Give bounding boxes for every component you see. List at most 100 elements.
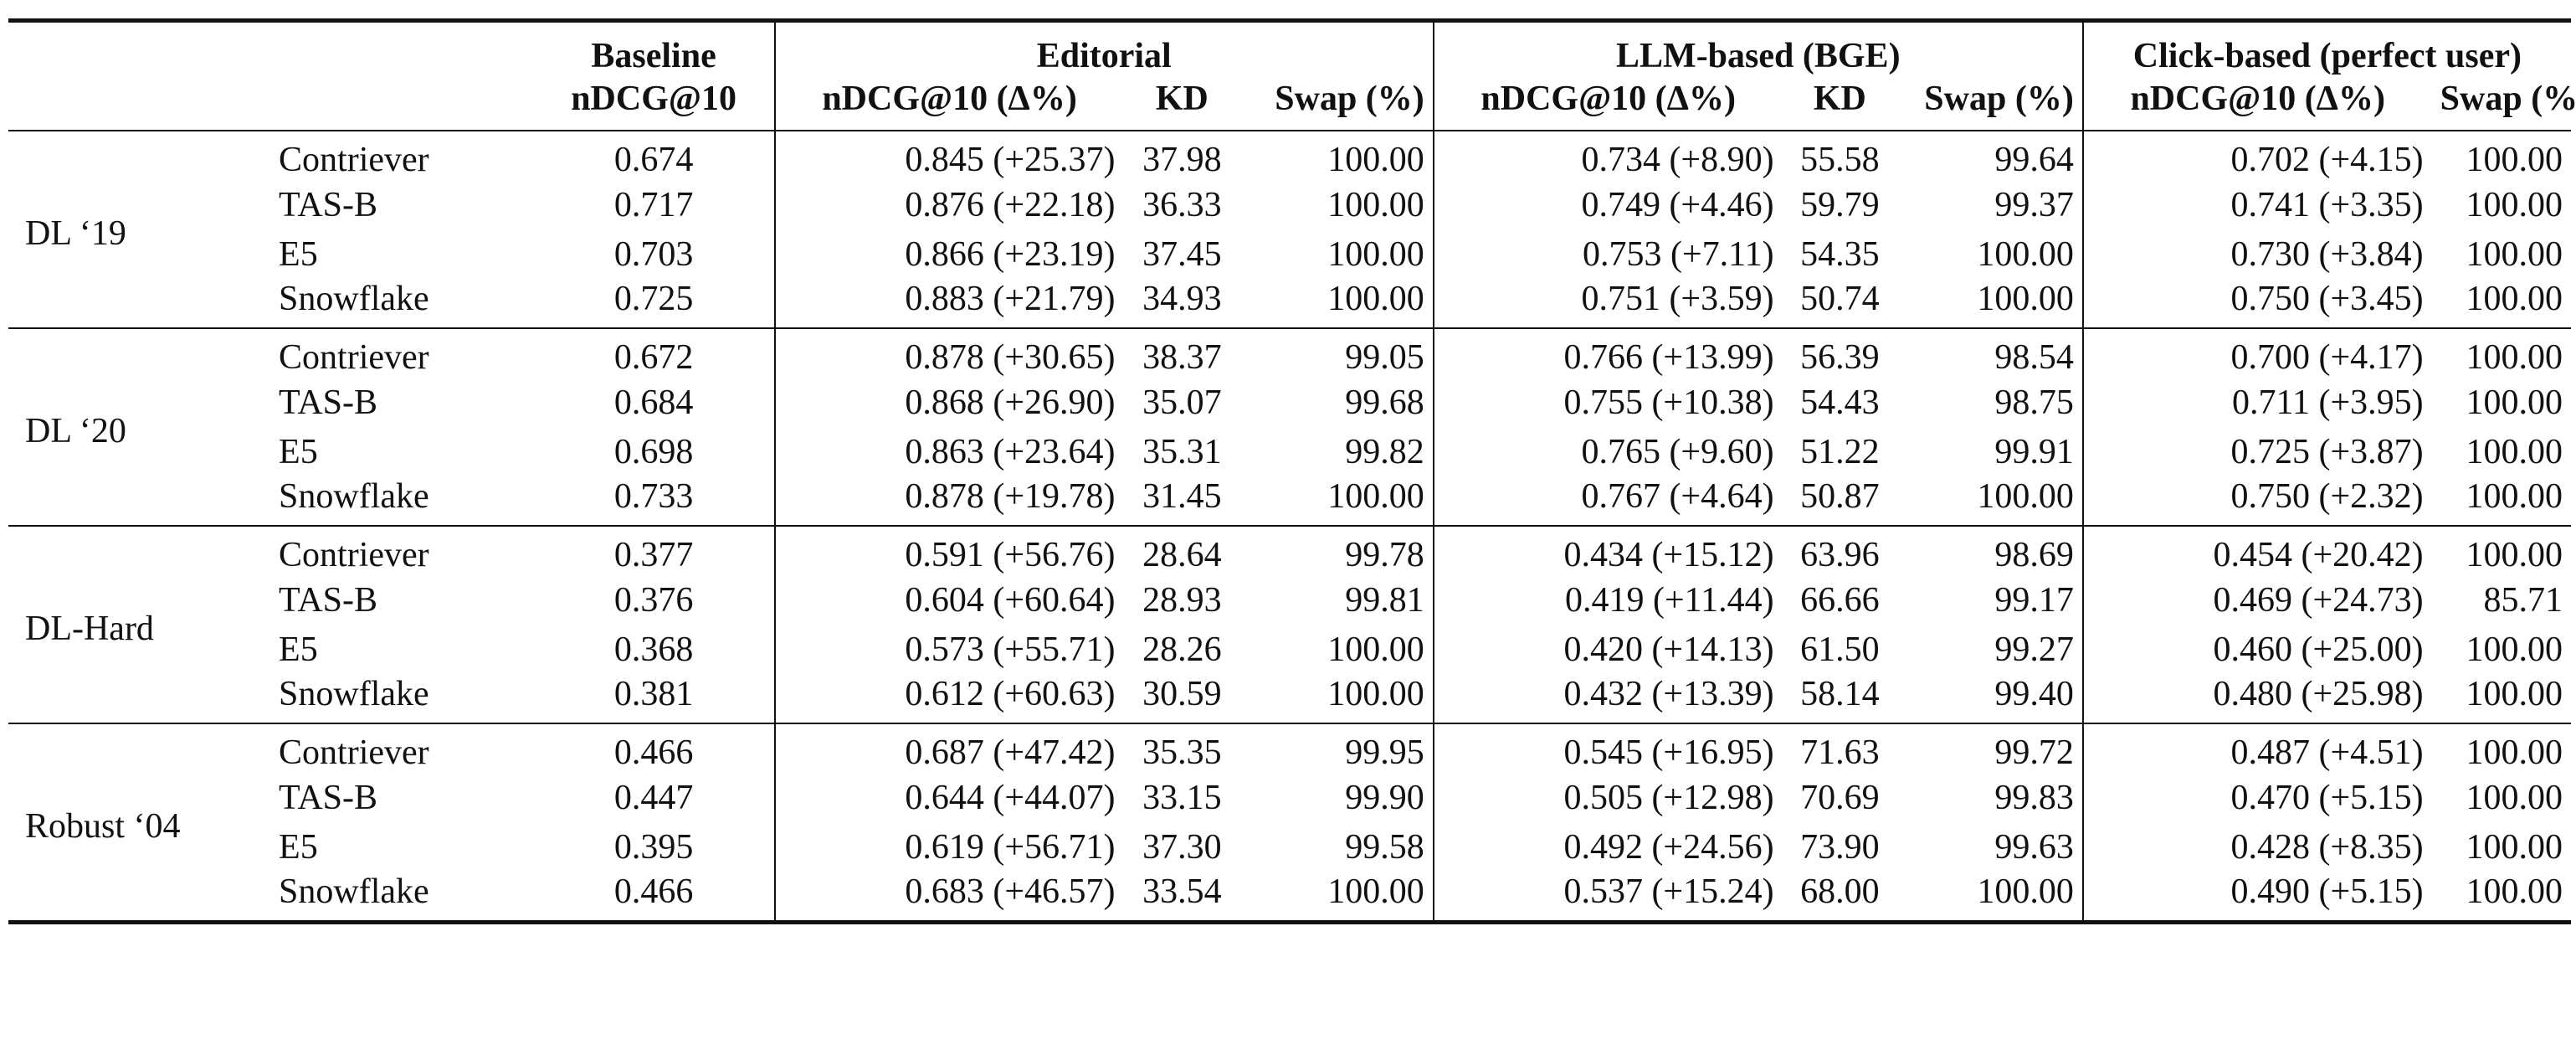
table-row: TAS-B 0.684 0.868 (+26.90) 35.07 99.68 0… <box>8 378 2571 427</box>
baseline-ndcg-cell: 0.377 <box>533 525 775 575</box>
table-row: TAS-B 0.376 0.604 (+60.64) 28.93 99.81 0… <box>8 575 2571 625</box>
table-row: DL ‘19 Contriever 0.674 0.845 (+25.37) 3… <box>8 131 2571 253</box>
click-swap-cell: 100.00 <box>2431 723 2571 773</box>
header-column-row: nDCG@10 nDCG@10 (Δ%) KD Swap (%) nDCG@10… <box>8 78 2576 131</box>
editorial-kd-cell: 28.26 <box>1142 630 1222 669</box>
editorial-swap-cell: 99.95 <box>1240 723 1434 773</box>
header-editorial-kd: KD <box>1155 80 1208 118</box>
llm-kd-cell: 70.69 <box>1800 778 1880 817</box>
editorial-swap-cell: 99.82 <box>1345 432 1424 471</box>
baseline-ndcg-cell: 0.672 <box>533 327 775 378</box>
baseline-ndcg-cell: 0.733 <box>613 477 694 516</box>
baseline-ndcg-cell: 0.698 <box>613 432 694 471</box>
baseline-ndcg-cell: 0.447 <box>613 778 694 817</box>
retriever-name: E5 <box>279 630 318 669</box>
editorial-swap-cell: 100.00 <box>1327 872 1424 911</box>
retriever-name: Snowflake <box>279 477 429 516</box>
header-empty-retriever-2 <box>274 78 533 131</box>
table-row: Snowflake 0.466 0.683 (+46.57) 33.54 100… <box>8 872 2571 923</box>
header-empty-retriever <box>274 21 533 79</box>
baseline-ndcg-cell: 0.376 <box>613 580 694 620</box>
click-swap-cell: 100.00 <box>2431 327 2571 378</box>
llm-swap-cell: 99.83 <box>1994 778 2074 817</box>
retriever-name: Snowflake <box>279 872 429 911</box>
llm-kd-cell: 54.43 <box>1800 383 1880 422</box>
retriever-name: E5 <box>279 234 318 274</box>
table-row: Snowflake 0.725 0.883 (+21.79) 34.93 100… <box>8 279 2571 328</box>
header-baseline-ndcg: nDCG@10 <box>571 80 736 118</box>
editorial-swap-cell: 99.90 <box>1345 778 1424 817</box>
editorial-ndcg-cell: 0.619 (+56.71) <box>773 822 1124 872</box>
editorial-ndcg-cell: 0.866 (+23.19) <box>773 229 1124 279</box>
editorial-kd-cell: 34.93 <box>1142 280 1222 318</box>
header-editorial-swap: Swap (%) <box>1275 80 1424 118</box>
editorial-ndcg-cell: 0.683 (+46.57) <box>773 872 1124 923</box>
table-row: Snowflake 0.733 0.878 (+19.78) 31.45 100… <box>8 476 2571 526</box>
llm-kd-cell: 63.96 <box>1782 525 1898 575</box>
header-empty-dataset-2 <box>8 78 274 131</box>
header-click-ndcg: nDCG@10 (Δ%) <box>2081 78 2432 131</box>
editorial-ndcg-cell: 0.883 (+21.79) <box>773 279 1124 328</box>
llm-ndcg-cell: 0.749 (+4.46) <box>1432 180 1783 229</box>
table-body: DL ‘19 Contriever 0.674 0.845 (+25.37) 3… <box>8 131 2571 923</box>
editorial-ndcg-cell: 0.591 (+56.76) <box>773 525 1124 575</box>
click-swap-cell: 100.00 <box>2466 872 2563 911</box>
editorial-ndcg-cell: 0.845 (+25.37) <box>773 131 1124 180</box>
editorial-swap-cell: 99.58 <box>1345 827 1424 867</box>
click-ndcg-cell: 0.428 (+8.35) <box>2081 822 2432 872</box>
header-group-editorial: Editorial <box>773 20 1434 78</box>
editorial-ndcg-cell: 0.687 (+47.42) <box>773 723 1124 773</box>
table-row: E5 0.395 0.619 (+56.71) 37.30 99.58 0.49… <box>8 822 2571 872</box>
llm-ndcg-cell: 0.734 (+8.90) <box>1432 131 1783 180</box>
click-ndcg-cell: 0.470 (+5.15) <box>2081 773 2432 822</box>
llm-ndcg-cell: 0.755 (+10.38) <box>1432 378 1783 427</box>
header-editorial-ndcg: nDCG@10 (Δ%) <box>773 78 1124 131</box>
editorial-kd-cell: 37.98 <box>1142 141 1222 179</box>
baseline-ndcg-cell: 0.368 <box>613 630 694 669</box>
editorial-swap-cell: 100.00 <box>1327 630 1424 669</box>
editorial-swap-cell: 100.00 <box>1327 141 1424 179</box>
llm-swap-cell: 100.00 <box>1977 280 2074 318</box>
header-click-swap: Swap (%) <box>2440 80 2576 118</box>
click-ndcg-cell: 0.741 (+3.35) <box>2081 180 2432 229</box>
editorial-kd-cell: 33.54 <box>1142 872 1222 911</box>
editorial-kd-cell: 37.45 <box>1142 234 1222 274</box>
llm-swap-cell: 98.69 <box>1897 525 2083 575</box>
llm-kd-cell: 58.14 <box>1800 675 1880 713</box>
baseline-ndcg-cell: 0.381 <box>613 675 694 713</box>
llm-ndcg-cell: 0.545 (+16.95) <box>1432 723 1783 773</box>
llm-ndcg-cell: 0.432 (+13.39) <box>1432 674 1783 723</box>
llm-ndcg-cell: 0.434 (+15.12) <box>1432 525 1783 575</box>
editorial-kd-cell: 38.37 <box>1123 327 1241 378</box>
click-swap-cell: 85.71 <box>2483 580 2563 620</box>
llm-kd-cell: 50.87 <box>1800 477 1880 516</box>
results-table-container: Baseline Editorial LLM-based (BGE) Click… <box>8 18 2576 924</box>
editorial-swap-cell: 99.78 <box>1240 525 1434 575</box>
click-swap-cell: 100.00 <box>2466 234 2563 274</box>
llm-kd-cell: 51.22 <box>1800 432 1880 471</box>
editorial-ndcg-cell: 0.863 (+23.64) <box>773 427 1124 476</box>
editorial-kd-cell: 28.64 <box>1123 525 1241 575</box>
results-table: Baseline Editorial LLM-based (BGE) Click… <box>8 18 2576 924</box>
llm-swap-cell: 99.64 <box>1994 141 2074 179</box>
llm-ndcg-cell: 0.492 (+24.56) <box>1432 822 1783 872</box>
editorial-swap-cell: 100.00 <box>1327 234 1424 274</box>
llm-swap-cell: 99.37 <box>1994 185 2074 224</box>
click-ndcg-cell: 0.702 (+4.15) <box>2081 131 2432 180</box>
retriever-name: Contriever <box>274 525 534 575</box>
table-row: Snowflake 0.381 0.612 (+60.63) 30.59 100… <box>8 674 2571 723</box>
editorial-kd-cell: 28.93 <box>1142 580 1222 620</box>
llm-swap-cell: 100.00 <box>1977 234 2074 274</box>
editorial-ndcg-cell: 0.604 (+60.64) <box>773 575 1124 625</box>
table-row: Robust ‘04 Contriever 0.466 0.687 (+47.4… <box>8 723 2571 923</box>
llm-ndcg-cell: 0.420 (+14.13) <box>1432 625 1783 674</box>
retriever-name: Contriever <box>279 141 429 179</box>
editorial-kd-cell: 36.33 <box>1142 185 1222 224</box>
llm-kd-cell: 61.50 <box>1800 630 1880 669</box>
editorial-kd-cell: 30.59 <box>1142 675 1222 713</box>
editorial-ndcg-cell: 0.878 (+19.78) <box>773 476 1124 526</box>
editorial-swap-cell: 99.68 <box>1345 383 1424 422</box>
editorial-swap-cell: 100.00 <box>1327 675 1424 713</box>
llm-ndcg-cell: 0.753 (+7.11) <box>1432 229 1783 279</box>
llm-kd-cell: 54.35 <box>1800 234 1880 274</box>
